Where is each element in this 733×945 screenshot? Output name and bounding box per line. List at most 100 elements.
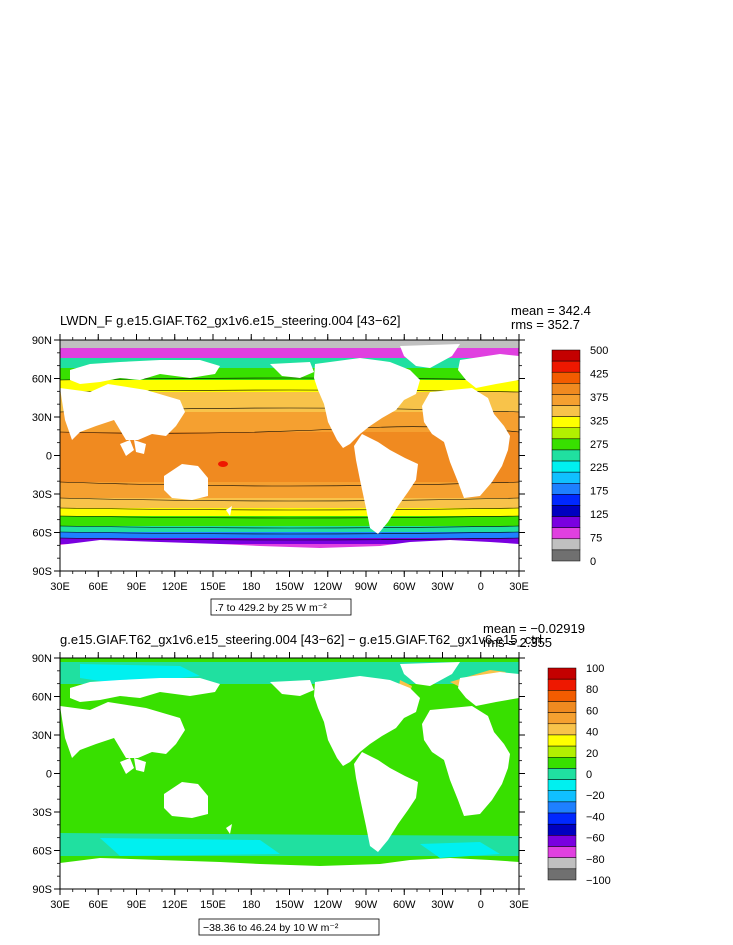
- colorbar-swatch: [551, 416, 581, 428]
- colorbar-label: 40: [586, 727, 598, 739]
- colorbar-label: 225: [590, 462, 608, 474]
- colorbar-swatch: [547, 868, 577, 881]
- colorbar-swatch: [551, 494, 581, 506]
- colorbar-swatch: [547, 823, 577, 836]
- colorbar-swatch: [547, 678, 577, 691]
- lon-tick-label: 180: [242, 581, 260, 593]
- lon-tick-label: 120E: [162, 899, 188, 911]
- colorbar-swatch: [551, 505, 581, 517]
- mean-label: mean = 342.4: [511, 303, 591, 318]
- colorbar-label: 125: [590, 509, 608, 521]
- contour-info-box: −38.36 to 46.24 by 10 W m⁻²: [198, 918, 380, 936]
- panel-diff: g.e15.GIAF.T62_gx1v6.e15_steering.004 [4…: [32, 621, 611, 936]
- colorbar-label: −20: [586, 790, 605, 802]
- colorbar-swatch: [547, 790, 577, 803]
- colorbar-swatch: [547, 846, 577, 858]
- map-field: [60, 340, 519, 571]
- colorbar-label: −60: [586, 833, 605, 845]
- colorbar-label: 0: [586, 769, 592, 781]
- colorbar-swatch: [547, 857, 577, 870]
- lon-tick-label: 90E: [127, 899, 147, 911]
- colorbar-swatch: [547, 690, 577, 702]
- colorbar-swatch: [551, 349, 581, 362]
- colorbar-swatch: [551, 527, 581, 540]
- colorbar-label: 20: [586, 748, 598, 760]
- colorbar-label: 60: [586, 705, 598, 717]
- lat-tick-label: 60S: [32, 528, 52, 540]
- colorbar-swatch: [551, 460, 581, 473]
- colorbar-swatch: [551, 449, 581, 462]
- colorbar-swatch: [547, 768, 577, 780]
- contour-info: −38.36 to 46.24 by 10 W m⁻²: [203, 922, 339, 934]
- lon-tick-label: 150W: [275, 899, 304, 911]
- lon-tick-label: 30E: [50, 581, 70, 593]
- axes: 90N 60N 30N 0 30S 60S 90S 30E 60E 90E 120E 150E 180 1…: [32, 652, 529, 911]
- colorbar-swatch: [551, 538, 581, 551]
- lon-tick-label: 150E: [200, 581, 226, 593]
- lon-tick-label: 90W: [355, 899, 378, 911]
- lat-tick-label: 30N: [32, 730, 52, 742]
- contour-info-box: .7 to 429.2 by 25 W m⁻²: [210, 598, 352, 616]
- lat-tick-label: 90S: [32, 566, 52, 578]
- lat-tick-label: 90N: [32, 335, 52, 347]
- rms-label: rms = 2.355: [483, 635, 552, 650]
- lon-tick-label: 0: [478, 581, 484, 593]
- colorbar-label: 275: [590, 439, 608, 451]
- contour-info: .7 to 429.2 by 25 W m⁻²: [215, 602, 327, 614]
- lat-tick-label: 0: [46, 769, 52, 781]
- colorbar-swatch: [551, 516, 581, 528]
- lon-tick-label: 30E: [50, 899, 70, 911]
- colorbar-swatch: [551, 383, 581, 395]
- colorbar-swatch: [551, 471, 581, 484]
- colorbar-swatch: [551, 394, 581, 406]
- colorbar-swatch: [551, 438, 581, 451]
- colorbar-swatch: [547, 745, 577, 758]
- colorbar-label: −80: [586, 854, 605, 866]
- lon-tick-label: 180: [242, 899, 260, 911]
- colorbar-label: 375: [590, 392, 608, 404]
- lon-tick-label: 90E: [127, 581, 147, 593]
- colorbar-label: 325: [590, 415, 608, 427]
- lon-tick-label: 30E: [509, 581, 529, 593]
- lon-tick-label: 30E: [509, 899, 529, 911]
- lon-tick-label: 60W: [393, 899, 416, 911]
- colorbar-swatch: [551, 405, 581, 417]
- lon-tick-label: 90W: [355, 581, 378, 593]
- rms-label: rms = 352.7: [511, 317, 580, 332]
- colorbar-swatch: [547, 779, 577, 791]
- colorbar-label: 425: [590, 368, 608, 380]
- lat-tick-label: 30N: [32, 412, 52, 424]
- colorbar-swatch: [547, 835, 577, 847]
- lon-tick-label: 30W: [431, 899, 454, 911]
- axes: 90N 60N 30N 0 30S 60S 90S 30E 60E 90E 120E 150E 180 1…: [32, 334, 529, 593]
- lon-tick-label: 60E: [88, 899, 108, 911]
- colorbar-label: 80: [586, 684, 598, 696]
- panel-lwdn: LWDN_F g.e15.GIAF.T62_gx1v6.e15_steering…: [32, 303, 608, 616]
- colorbar-swatch: [547, 667, 577, 680]
- lon-tick-label: 120W: [313, 899, 342, 911]
- colorbar-swatch: [551, 427, 581, 440]
- lat-tick-label: 60N: [32, 374, 52, 386]
- colorbar-swatch: [547, 812, 577, 825]
- colorbar: 100 80 60 40 20 0 −20 −40 −60 −80 −100: [547, 663, 611, 887]
- lon-tick-label: 60W: [393, 581, 416, 593]
- lat-tick-label: 30S: [32, 489, 52, 501]
- lat-tick-label: 0: [46, 451, 52, 463]
- map-field: [60, 658, 519, 889]
- colorbar: 500 425 375 325 275 225 175 125 75 0: [551, 345, 608, 568]
- panel-title: g.e15.GIAF.T62_gx1v6.e15_steering.004 [4…: [60, 632, 546, 647]
- colorbar-label: −100: [586, 875, 611, 887]
- colorbar-label: 75: [590, 533, 602, 545]
- lon-tick-label: 120W: [313, 581, 342, 593]
- mean-label: mean = −0.02919: [483, 621, 585, 636]
- colorbar-label: 500: [590, 345, 608, 357]
- lon-tick-label: 30W: [431, 581, 454, 593]
- panel-title: LWDN_F g.e15.GIAF.T62_gx1v6.e15_steering…: [60, 313, 401, 328]
- colorbar-swatch: [547, 757, 577, 769]
- colorbar-label: 0: [590, 556, 596, 568]
- lon-tick-label: 60E: [88, 581, 108, 593]
- lat-tick-label: 90N: [32, 653, 52, 665]
- lat-tick-label: 90S: [32, 884, 52, 896]
- lat-tick-label: 60N: [32, 692, 52, 704]
